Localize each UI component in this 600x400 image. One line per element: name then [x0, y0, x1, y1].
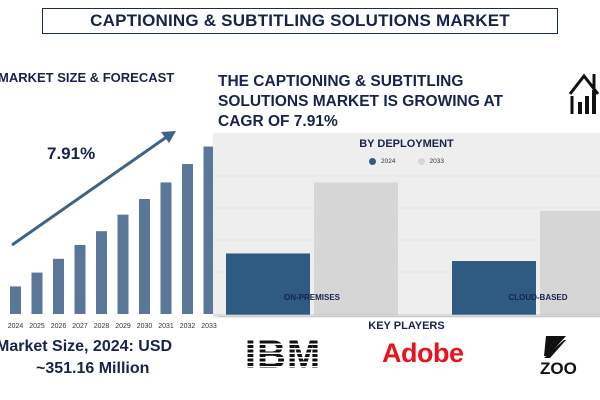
- market-bar-2025: [31, 272, 43, 314]
- page-title: CAPTIONING & SUBTITLING SOLUTIONS MARKET: [90, 11, 510, 30]
- legend-label-2024: 2024: [381, 158, 396, 165]
- deployment-legend: 2024 2033: [213, 158, 600, 165]
- legend-label-2033: 2033: [429, 158, 444, 165]
- deploy-bar-cloud-based-2033: [540, 210, 600, 315]
- market-bar-2030: [139, 199, 150, 314]
- deploy-bar-on-premises-2024: [226, 253, 310, 315]
- market-size-line2: ~351.16 Million: [36, 360, 150, 377]
- house-growth-icon: [568, 73, 600, 114]
- cagr-label: 7.91%: [47, 144, 96, 163]
- market-tick-2027: 2027: [72, 323, 88, 330]
- deploy-bar-cloud-based-2024: [452, 261, 536, 315]
- header-box: CAPTIONING & SUBTITLING SOLUTIONS MARKET: [42, 8, 558, 34]
- legend-dot-2024: [369, 158, 377, 165]
- market-tick-2026: 2026: [51, 323, 67, 330]
- market-tick-2028: 2028: [94, 323, 110, 330]
- market-bar-2027: [74, 245, 86, 314]
- deploy-bar-on-premises-2033: [314, 182, 398, 315]
- growth-arrow-head: [161, 131, 176, 143]
- market-tick-2031: 2031: [158, 323, 174, 330]
- adobe-logo: Adobe: [382, 338, 464, 368]
- zoo-logo: ZOO: [540, 336, 577, 376]
- legend-dot-2033: [417, 158, 425, 165]
- legend-item-2033: 2033: [417, 158, 444, 165]
- market-tick-2029: 2029: [115, 323, 131, 330]
- market-bar-2028: [96, 231, 107, 314]
- deploy-tick-on-premises: ON-PREMISES: [284, 293, 341, 302]
- market-size-line1: Market Size, 2024: USD: [0, 338, 173, 355]
- market-bar-2032: [182, 164, 193, 314]
- market-bar-2029: [117, 214, 129, 314]
- legend-item-2024: 2024: [369, 158, 396, 165]
- market-size-title: MARKET SIZE & FORECAST: [0, 70, 175, 85]
- deploy-tick-cloud-based: CLOUD-BASED: [508, 293, 567, 302]
- header: CAPTIONING & SUBTITLING SOLUTIONS MARKET: [0, 0, 600, 40]
- svg-text:ZOO: ZOO: [540, 359, 577, 376]
- market-bar-2026: [53, 258, 64, 314]
- market-tick-2024: 2024: [8, 323, 24, 330]
- market-tick-2032: 2032: [180, 323, 196, 330]
- key-players-divider: [218, 316, 600, 317]
- deployment-title: BY DEPLOYMENT: [359, 138, 454, 150]
- market-tick-2030: 2030: [137, 323, 153, 330]
- market-size-footer: Market Size, 2024: USD ~351.16 Million: [0, 336, 211, 380]
- growth-headline: THE CAPTIONING & SUBTITLING SOLUTIONS MA…: [218, 73, 504, 130]
- market-bar-2031: [160, 182, 172, 314]
- market-tick-2033: 2033: [201, 323, 217, 330]
- market-tick-2025: 2025: [29, 323, 45, 330]
- key-players-title: KEY PLAYERS: [368, 320, 445, 332]
- market-bar-2024: [10, 286, 21, 314]
- market-bar-2033: [203, 146, 215, 314]
- ibm-logo: IBM: [233, 336, 333, 372]
- growth-arrow-line: [11, 134, 169, 247]
